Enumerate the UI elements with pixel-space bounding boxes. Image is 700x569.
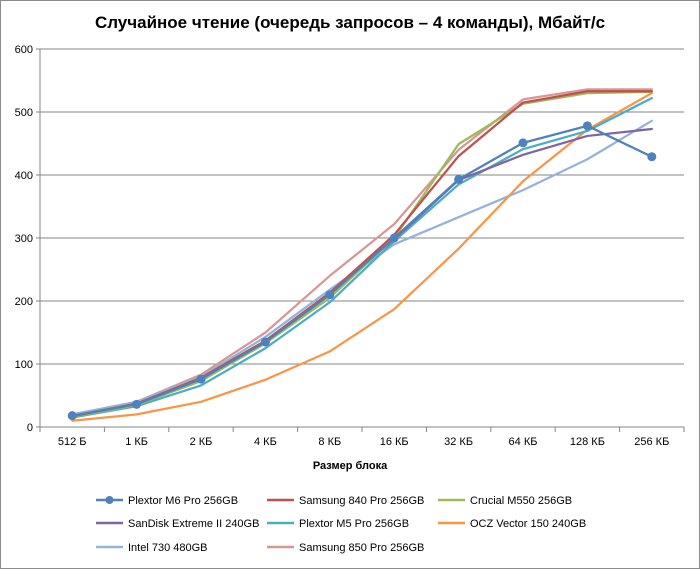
legend-marker — [105, 496, 114, 504]
series-4 — [71, 97, 653, 419]
legend-item: SanDisk Extreme II 240GB — [96, 518, 259, 530]
legend-item: Crucial M550 256GB — [438, 495, 572, 507]
data-point — [260, 337, 270, 347]
legend-item: Plextor M6 Pro 256GB — [96, 495, 238, 507]
legend-label: OCZ Vector 150 240GB — [470, 518, 586, 530]
data-point — [454, 174, 464, 184]
series-line — [71, 91, 653, 422]
data-point — [647, 152, 657, 162]
legend-label: Intel 730 480GB — [128, 542, 208, 554]
legend-label: Crucial M550 256GB — [470, 495, 572, 507]
x-tick-label: 4 КБ — [254, 436, 277, 448]
data-point — [518, 138, 528, 148]
chart-title: Случайное чтение (очередь запросов – 4 к… — [95, 13, 605, 32]
y-tick-label: 200 — [15, 296, 33, 308]
data-point — [67, 411, 77, 421]
y-tick-label: 300 — [15, 233, 33, 245]
legend-label: Plextor M6 Pro 256GB — [128, 495, 238, 507]
x-tick-label: 1 КБ — [125, 436, 148, 448]
x-tick-labels: 512 Б 1 КБ 2 КБ 4 КБ 8 КБ 16 КБ 32 КБ 64 КБ 128 … — [58, 436, 669, 448]
legend-label: Samsung 850 Pro 256GB — [299, 542, 424, 554]
x-axis-title: Размер блока — [313, 460, 388, 472]
legend-label: Plextor M5 Pro 256GB — [299, 518, 409, 530]
axes — [36, 48, 685, 432]
series-5 — [71, 91, 653, 422]
x-tick-label: 128 КБ — [570, 436, 605, 448]
data-point — [582, 121, 592, 131]
y-tick-label: 0 — [27, 422, 33, 434]
data-point — [325, 290, 335, 300]
legend: Plextor M6 Pro 256GB Samsung 840 Pro 256G… — [96, 495, 586, 554]
y-tick-labels: 0 100 200 300 400 500 600 — [15, 44, 33, 434]
data-point — [132, 399, 142, 409]
legend-label: Samsung 840 Pro 256GB — [299, 495, 424, 507]
x-tick-label: 32 КБ — [444, 436, 473, 448]
y-tick-label: 500 — [15, 107, 33, 119]
data-point — [389, 233, 399, 243]
series-1 — [71, 90, 653, 418]
legend-item: Samsung 840 Pro 256GB — [267, 495, 424, 507]
gridlines — [40, 48, 684, 365]
legend-item: Plextor M5 Pro 256GB — [267, 518, 409, 530]
series-2 — [71, 90, 653, 419]
series-line — [71, 90, 653, 419]
x-tick-label: 16 КБ — [380, 436, 409, 448]
legend-item: Intel 730 480GB — [96, 542, 208, 554]
series-line — [71, 97, 653, 419]
y-tick-label: 400 — [15, 170, 33, 182]
x-tick-label: 2 КБ — [190, 436, 213, 448]
legend-label: SanDisk Extreme II 240GB — [128, 518, 259, 530]
y-tick-label: 100 — [15, 359, 33, 371]
x-tick-label: 64 КБ — [509, 436, 538, 448]
x-tick-label: 8 КБ — [318, 436, 341, 448]
series-line — [71, 124, 653, 417]
series-lines — [67, 88, 657, 422]
legend-item: OCZ Vector 150 240GB — [438, 518, 586, 530]
data-point — [196, 374, 206, 384]
series-line — [71, 90, 653, 418]
legend-item: Samsung 850 Pro 256GB — [267, 542, 424, 554]
x-tick-label: 256 КБ — [634, 436, 669, 448]
x-tick-label: 512 Б — [58, 436, 87, 448]
series-0 — [67, 121, 657, 421]
y-tick-label: 600 — [15, 44, 33, 56]
